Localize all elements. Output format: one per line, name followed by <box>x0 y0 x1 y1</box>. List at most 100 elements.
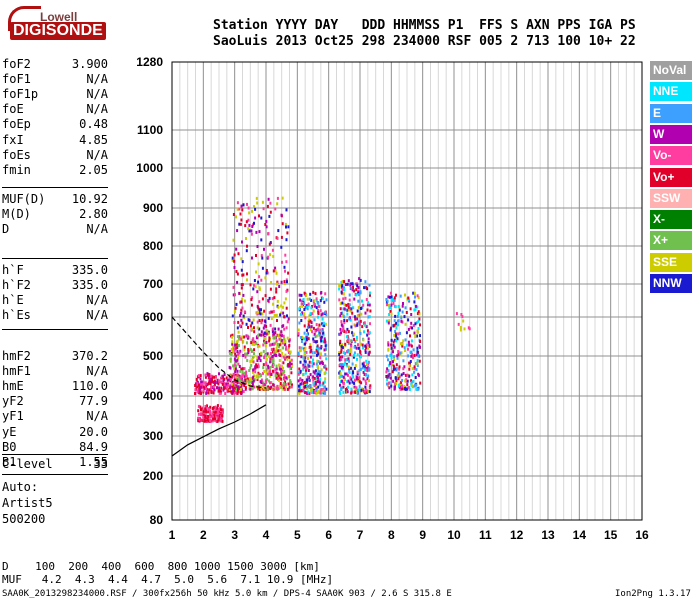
param-hes: h`Es N/A <box>2 308 108 323</box>
param-md: M(D) 2.80 <box>2 207 108 222</box>
echo-point <box>266 368 269 372</box>
echo-point <box>280 213 283 217</box>
echo-point <box>242 203 245 207</box>
echo-point <box>279 333 282 337</box>
echo-point <box>343 288 346 292</box>
param-d: D N/A <box>2 222 108 237</box>
echo-point <box>245 370 248 374</box>
echo-point <box>283 301 286 305</box>
echo-point <box>350 391 353 395</box>
echo-point <box>255 196 258 200</box>
echo-point <box>313 302 316 306</box>
echo-point <box>357 388 359 392</box>
echo-point <box>239 349 242 353</box>
echo-point <box>285 238 288 242</box>
echo-point <box>300 299 303 303</box>
echo-point <box>338 358 341 362</box>
echo-point <box>390 298 393 302</box>
echo-point <box>401 344 404 348</box>
param-value: 2.05 <box>79 162 108 177</box>
echo-point <box>236 369 239 373</box>
echo-point <box>269 365 272 369</box>
param-key: h`Es <box>2 308 31 323</box>
echo-point <box>261 297 264 301</box>
echo-point <box>300 302 303 306</box>
echo-point <box>220 380 223 384</box>
echo-point <box>197 374 200 378</box>
echo-point <box>360 355 362 359</box>
echo-point <box>318 346 321 350</box>
echo-point <box>362 364 365 368</box>
echo-point <box>355 338 358 341</box>
echo-point <box>241 374 244 378</box>
param-fxi: fxI 4.85 <box>2 133 108 148</box>
echo-point <box>348 293 351 297</box>
echo-point <box>268 343 271 347</box>
echo-point <box>386 299 389 303</box>
echo-point <box>340 290 343 294</box>
echo-point <box>251 342 254 346</box>
echo-point <box>393 296 396 300</box>
echo-point <box>239 300 242 304</box>
echo-point <box>410 381 413 385</box>
echo-point <box>353 289 356 293</box>
echo-point <box>247 382 250 386</box>
echo-point <box>279 382 282 385</box>
echo-point <box>354 364 357 368</box>
echo-point <box>255 336 258 340</box>
echo-point <box>364 365 367 369</box>
echo-point <box>303 348 306 352</box>
echo-point <box>259 359 262 363</box>
echo-point <box>277 387 280 391</box>
echo-point <box>247 318 250 322</box>
echo-point <box>367 337 370 341</box>
echo-point <box>272 369 274 373</box>
echo-point <box>367 366 370 370</box>
echo-point <box>325 298 328 302</box>
echo-point <box>303 314 306 318</box>
echo-point <box>356 284 359 288</box>
echo-point <box>235 302 238 306</box>
echo-point <box>243 384 246 388</box>
echo-point <box>264 344 267 348</box>
echo-point <box>338 371 341 375</box>
echo-point <box>217 412 220 416</box>
echo-point <box>308 314 311 318</box>
echo-point <box>263 341 266 345</box>
echo-point <box>262 382 265 386</box>
echo-point <box>304 391 307 395</box>
echo-point <box>303 350 306 354</box>
echo-point <box>397 304 400 308</box>
echo-point <box>286 336 289 340</box>
echo-point <box>419 323 421 327</box>
echo-point <box>312 381 315 384</box>
echo-point <box>411 326 414 330</box>
echo-point <box>232 345 235 349</box>
echo-point <box>368 379 370 383</box>
echo-point <box>393 338 396 342</box>
echo-point <box>413 331 416 335</box>
echo-point <box>399 382 402 386</box>
param-value: N/A <box>86 72 108 87</box>
echo-point <box>341 366 344 370</box>
echo-point <box>263 386 265 390</box>
echo-point <box>400 342 402 346</box>
echo-point <box>343 302 346 306</box>
echo-point <box>460 313 463 316</box>
echo-point <box>413 354 416 357</box>
echo-point <box>194 388 197 392</box>
echo-point <box>253 205 255 209</box>
echo-point <box>323 385 326 389</box>
echo-point <box>305 335 308 339</box>
echo-point <box>309 373 312 377</box>
echo-point <box>340 285 343 289</box>
echo-point <box>363 286 366 290</box>
y-tick-label: 700 <box>143 277 163 291</box>
echo-point <box>361 299 363 303</box>
echo-point <box>461 315 464 319</box>
echo-point <box>280 368 283 372</box>
echo-point <box>287 382 290 386</box>
echo-point <box>364 385 367 389</box>
echo-point <box>264 223 267 226</box>
echo-point <box>407 296 410 300</box>
